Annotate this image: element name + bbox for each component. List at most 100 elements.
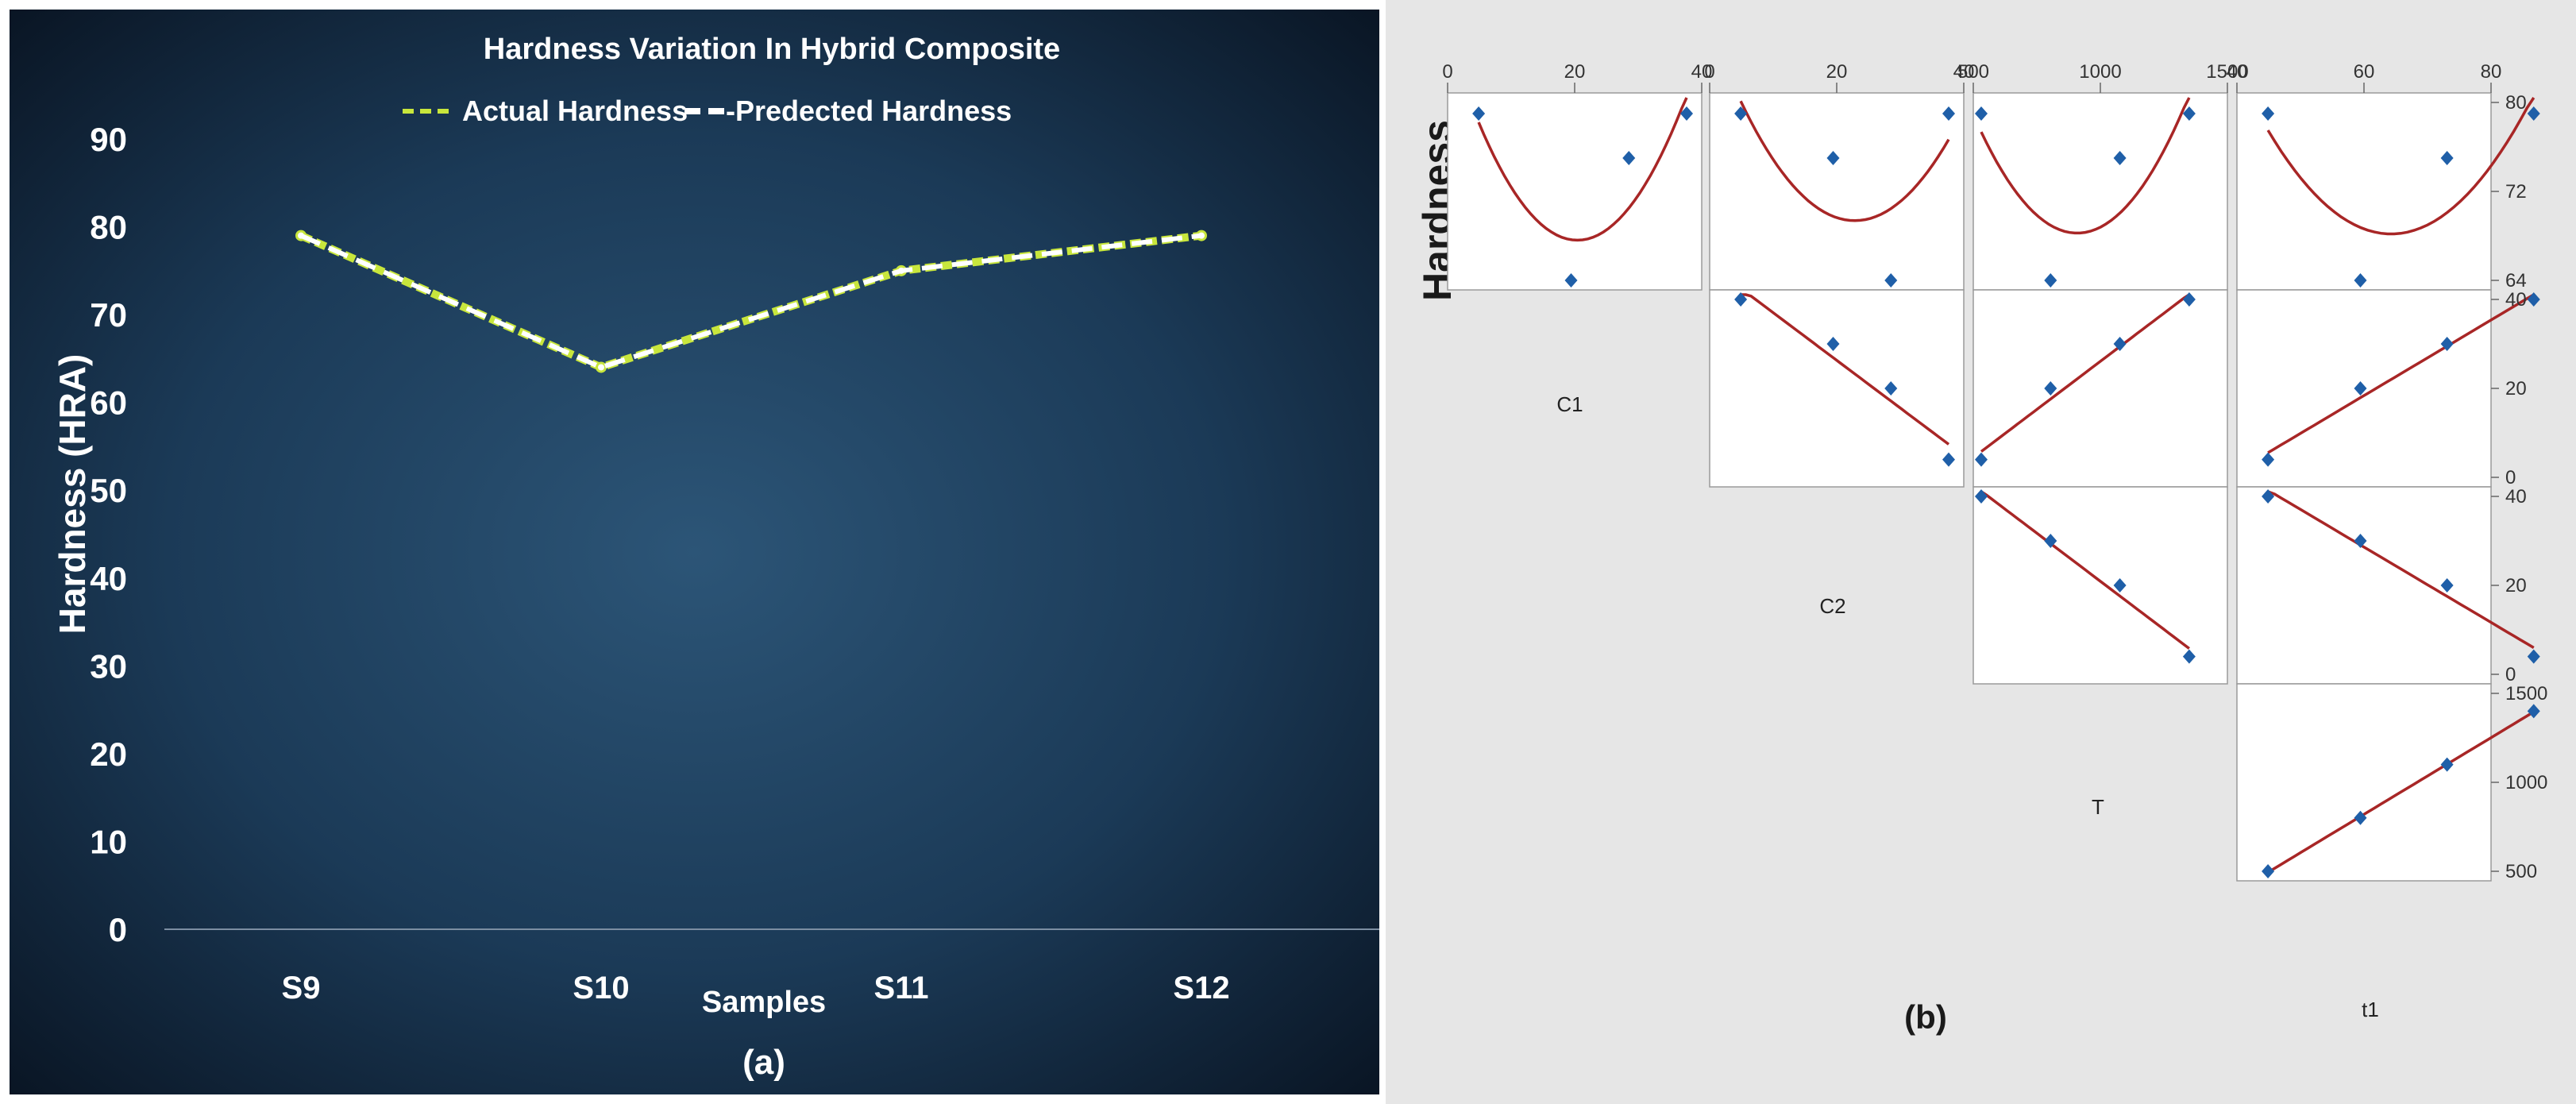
hardness-line-chart: Hardness Variation In Hybrid Composite A…	[10, 10, 1379, 1094]
matrix-cell	[1972, 92, 2228, 291]
y-tick-label: 20	[90, 735, 127, 773]
data-point	[1942, 452, 1955, 467]
data-point	[1975, 106, 1988, 121]
top-axis-tick: 500	[1957, 61, 1989, 83]
y-tick-label: 60	[90, 384, 127, 422]
top-axis-tick: 20	[1564, 61, 1586, 83]
top-axis-tick: 60	[2354, 61, 2375, 83]
data-point	[1734, 292, 1748, 307]
right-axis-tick: 20	[2505, 378, 2527, 400]
fit-curve	[1980, 293, 2190, 453]
top-axis-tick: 0	[1442, 61, 1452, 83]
data-point	[1198, 232, 1205, 239]
top-axis-tick: 40	[2227, 61, 2248, 83]
right-axis-tick: 72	[2505, 181, 2527, 203]
data-point	[1884, 273, 1898, 288]
data-point	[2044, 381, 2057, 396]
x-tick-label: S9	[282, 971, 321, 1006]
right-axis-tick: 64	[2505, 270, 2527, 291]
data-point	[298, 232, 304, 239]
matrix-cell	[1447, 92, 1703, 291]
data-point	[1826, 337, 1840, 351]
y-tick-label: 40	[90, 560, 127, 597]
data-point	[1942, 106, 1955, 121]
data-point	[2182, 292, 2196, 307]
data-point	[2354, 810, 2367, 825]
matrix-cell	[2236, 683, 2492, 882]
legend: Actual Hardness -Predected Hardness	[403, 95, 1012, 127]
data-point	[2354, 273, 2367, 288]
chart-background	[10, 10, 1379, 1094]
top-axis-tick: 1000	[2079, 61, 2121, 83]
diagonal-label-c2: C2	[1819, 594, 1845, 618]
data-point	[2527, 292, 2540, 307]
x-tick-label: S11	[874, 971, 929, 1006]
matrix-cell	[1972, 289, 2228, 488]
right-axis-tick: 0	[2505, 664, 2516, 685]
fit-curve	[2267, 490, 2535, 650]
fit-curve	[1980, 97, 2191, 235]
data-point	[1564, 273, 1578, 288]
data-point	[598, 364, 604, 371]
data-point	[1734, 106, 1748, 121]
fit-curve	[2267, 710, 2535, 874]
fit-curve	[1980, 490, 2190, 650]
x-tick-label: S10	[573, 971, 629, 1006]
y-tick-label: 90	[90, 121, 127, 158]
panel-label-a: (a)	[742, 1043, 785, 1082]
data-point	[1826, 151, 1840, 165]
legend-label-predicted: -Predected Hardness	[726, 95, 1012, 127]
data-point	[2440, 337, 2454, 351]
fit-curve	[2267, 293, 2535, 454]
data-point	[1975, 489, 1988, 504]
fit-curve	[1741, 293, 1950, 446]
panel-label-b: (b)	[1904, 998, 1947, 1036]
data-point	[2262, 452, 2275, 467]
data-point	[2354, 534, 2367, 548]
matrix-cell	[1709, 289, 1965, 488]
diagonal-label-c1: C1	[1556, 392, 1583, 416]
data-point	[2440, 757, 2454, 772]
legend-label-actual: Actual Hardness	[462, 95, 688, 127]
y-tick-labels: 0 10 20 30 40 50 60 70 80 90	[90, 121, 127, 948]
y-tick-label: 70	[90, 296, 127, 334]
diagonal-label-t1: t1	[2362, 998, 2379, 1021]
matrix-cell	[1709, 92, 1965, 291]
data-point	[1884, 381, 1898, 396]
right-axis-tick: 80	[2505, 92, 2527, 114]
right-axis-tick: 40	[2505, 486, 2527, 508]
data-point	[2182, 649, 2196, 664]
right-axis-tick: 1500	[2505, 683, 2547, 704]
data-point	[2113, 151, 2127, 165]
y-tick-label: 50	[90, 472, 127, 509]
x-axis-label: Samples	[702, 986, 826, 1019]
data-point	[1472, 106, 1486, 121]
y-tick-label: 10	[90, 823, 127, 860]
data-point	[2440, 578, 2454, 593]
data-point	[2527, 704, 2540, 719]
y-tick-label: 80	[90, 209, 127, 246]
right-axis-tick: 1000	[2505, 772, 2547, 793]
data-point	[2440, 151, 2454, 165]
data-point	[1975, 452, 1988, 467]
data-point	[2113, 337, 2127, 351]
data-point	[2262, 106, 2275, 121]
y-tick-label: 30	[90, 647, 127, 685]
chart-title: Hardness Variation In Hybrid Composite	[484, 33, 1060, 66]
data-point	[2182, 106, 2196, 121]
data-point	[2262, 864, 2275, 878]
y-tick-label: 0	[109, 911, 127, 948]
data-point	[2113, 578, 2127, 593]
right-axis-tick: 0	[2505, 467, 2516, 488]
data-point	[2044, 273, 2057, 288]
matrix-cell	[1972, 486, 2228, 685]
top-axis-tick: 80	[2481, 61, 2502, 83]
top-axis-tick: 40	[1691, 61, 1713, 83]
data-point	[2044, 534, 2057, 548]
data-point	[2354, 381, 2367, 396]
right-axis-tick: 40	[2505, 289, 2527, 311]
top-axis-tick: 1500	[2206, 61, 2248, 83]
data-point	[1622, 151, 1636, 165]
